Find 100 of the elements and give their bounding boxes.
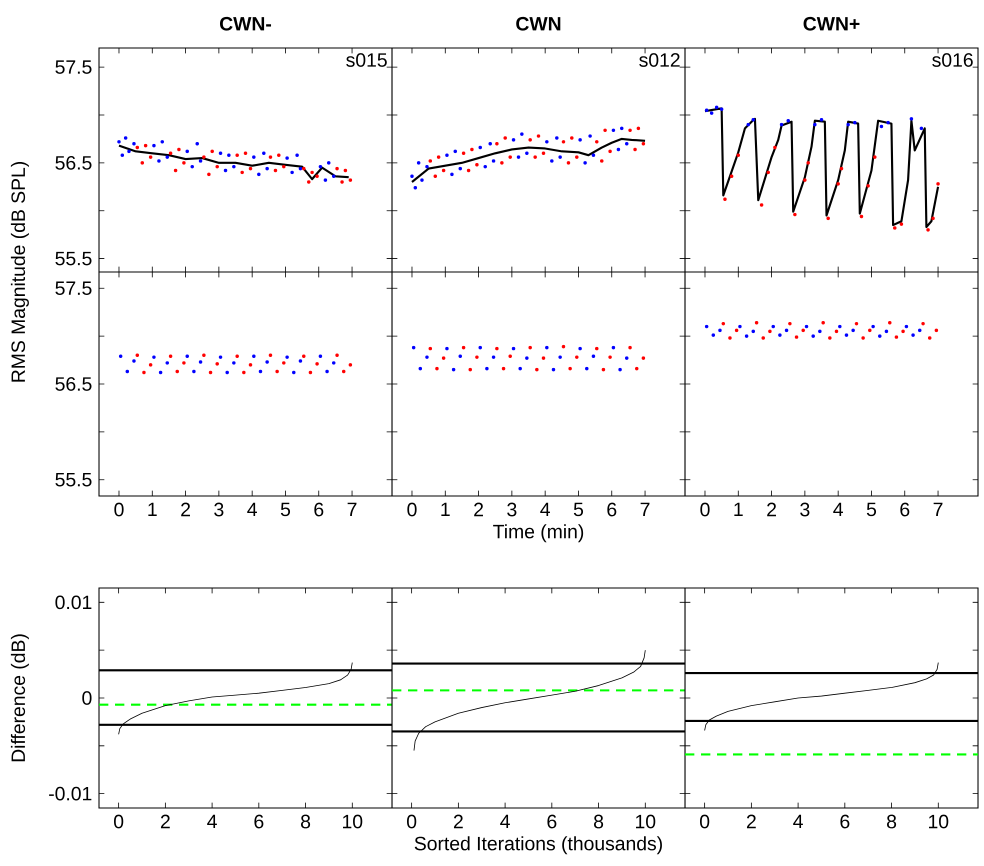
point — [794, 335, 798, 339]
point — [274, 168, 278, 172]
point — [806, 161, 810, 165]
point — [555, 136, 559, 140]
x-axis-title: Sorted Iterations (thousands) — [414, 836, 662, 854]
point — [516, 155, 520, 159]
point — [928, 336, 932, 340]
point — [462, 346, 466, 350]
point — [752, 118, 755, 122]
point — [186, 354, 189, 358]
x-tick-label: 6 — [900, 502, 910, 516]
point — [834, 330, 838, 334]
point — [921, 322, 925, 326]
point — [910, 117, 914, 121]
point — [633, 148, 637, 152]
point — [780, 122, 784, 126]
y-axis-title: Difference (dB) — [10, 634, 29, 762]
x-tick-label: 2 — [181, 502, 190, 516]
point — [625, 142, 628, 146]
point — [508, 354, 512, 358]
point — [262, 152, 266, 156]
point — [160, 140, 164, 144]
point — [512, 346, 516, 350]
point — [583, 161, 587, 165]
point — [166, 361, 169, 365]
point — [144, 144, 148, 148]
point — [931, 216, 935, 220]
annotation: s016 — [932, 53, 973, 67]
point — [520, 132, 524, 136]
point — [545, 140, 549, 144]
point — [704, 108, 708, 112]
point — [746, 122, 750, 126]
point — [840, 166, 844, 170]
chart-title: CWN- — [220, 16, 272, 31]
x-tick-label: 0 — [407, 814, 416, 828]
point — [575, 355, 579, 359]
point — [488, 142, 492, 146]
point — [318, 354, 322, 358]
point — [484, 164, 487, 168]
point — [728, 336, 732, 340]
point — [495, 346, 499, 350]
point — [478, 346, 482, 350]
point — [828, 336, 832, 340]
point — [127, 150, 131, 154]
point — [198, 360, 202, 364]
point — [340, 180, 344, 184]
point — [620, 126, 624, 130]
point — [603, 128, 607, 132]
point — [136, 146, 140, 150]
point — [820, 118, 824, 122]
point — [202, 354, 206, 358]
point — [528, 346, 532, 350]
point — [811, 334, 815, 338]
point — [508, 155, 512, 159]
point — [325, 370, 329, 374]
point — [873, 155, 877, 159]
point — [335, 166, 339, 170]
point — [458, 354, 462, 358]
point — [308, 370, 312, 374]
y-tick-label: 57.5 — [55, 60, 92, 74]
point — [265, 360, 269, 364]
point — [710, 111, 714, 115]
point — [752, 330, 755, 334]
point — [445, 153, 449, 157]
point — [552, 368, 556, 372]
y-tick-label: 57.5 — [55, 282, 92, 295]
point — [861, 336, 865, 340]
x-tick-label: 4 — [793, 814, 803, 828]
point — [904, 324, 908, 328]
point — [503, 136, 507, 140]
point — [766, 170, 770, 174]
point — [466, 168, 470, 172]
y-tick-label: 0.01 — [55, 595, 92, 610]
point — [901, 330, 905, 334]
point — [562, 344, 566, 348]
x-tick-label: 5 — [280, 502, 290, 516]
point — [545, 346, 549, 350]
point — [327, 161, 330, 165]
point — [142, 370, 146, 374]
point — [208, 370, 212, 374]
point — [318, 164, 322, 168]
point — [734, 328, 738, 332]
x-tick-label: 0 — [700, 502, 710, 516]
x-tick-label: 4 — [207, 814, 217, 828]
point — [118, 354, 122, 358]
point — [152, 355, 156, 359]
y-axis-title: RMS Magnitude (dB SPL) — [10, 162, 29, 382]
x-tick-label: 8 — [301, 814, 310, 828]
point — [414, 186, 418, 190]
point — [754, 320, 758, 324]
point — [642, 356, 646, 360]
x-tick-label: 5 — [574, 502, 584, 516]
point — [936, 182, 940, 186]
point — [818, 330, 822, 334]
point — [468, 368, 472, 372]
point — [585, 366, 589, 370]
point — [310, 170, 314, 174]
point — [277, 153, 281, 157]
x-tick-label: 3 — [214, 502, 224, 516]
point — [132, 142, 136, 146]
